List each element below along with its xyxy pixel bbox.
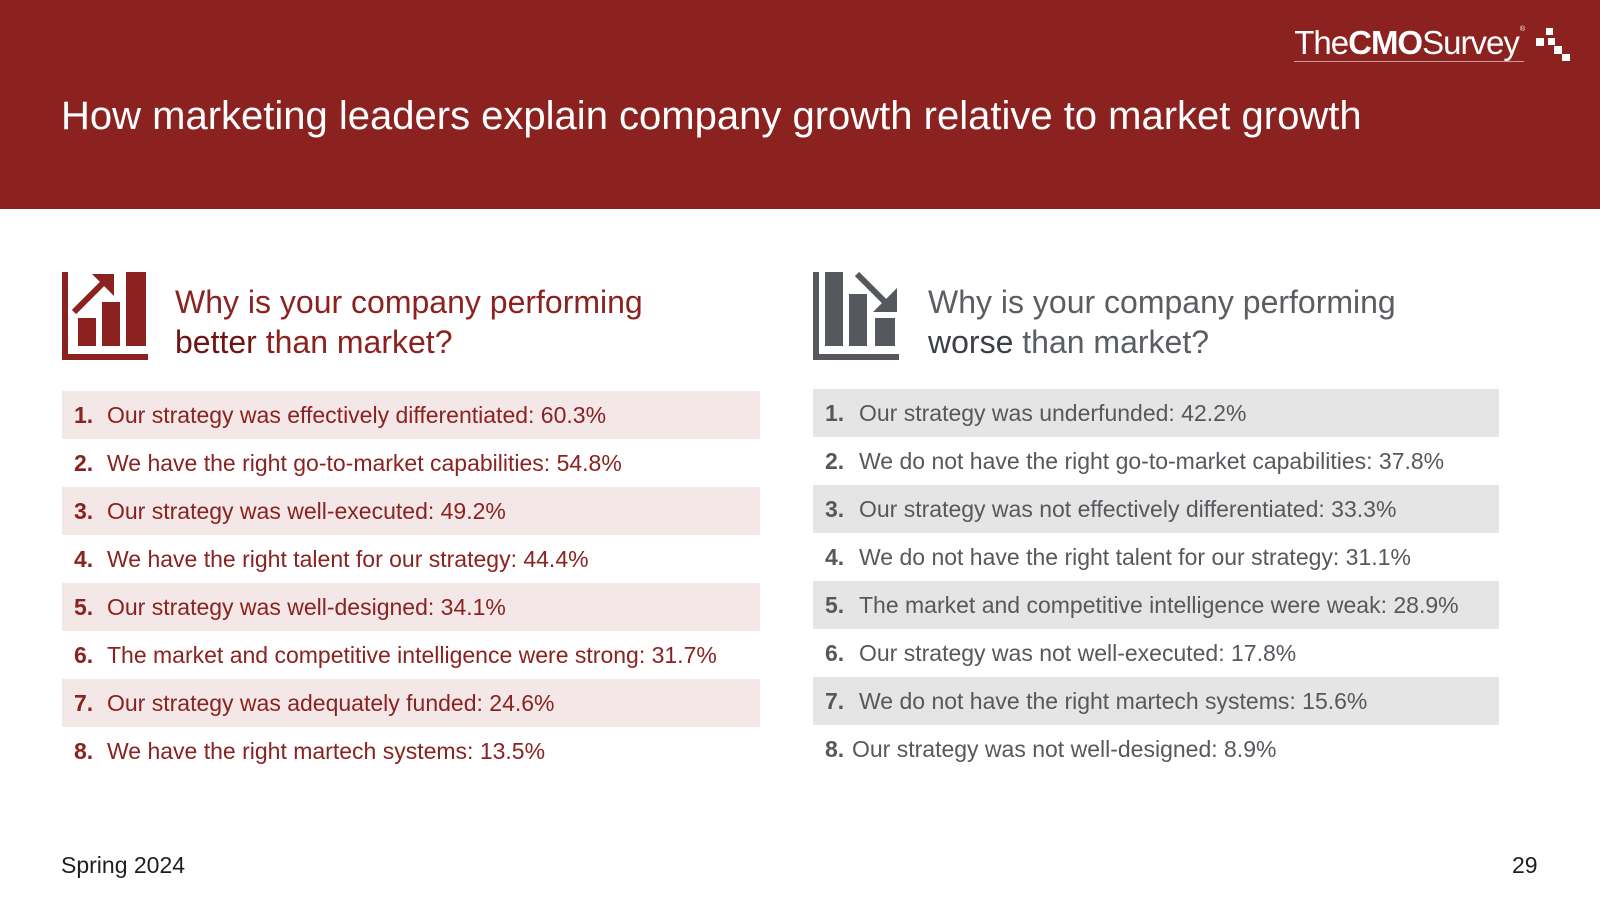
worse-question-line1: Why is your company performing <box>928 284 1396 320</box>
item-text: We do not have the right go-to-market ca… <box>859 447 1445 474</box>
item-number: 2. <box>825 447 845 474</box>
list-item: 3. Our strategy was not effectively diffe… <box>813 485 1499 533</box>
list-item: 2. We have the right go-to-market capabil… <box>62 439 760 487</box>
item-text: The market and competitive intelligence … <box>859 591 1459 618</box>
item-text: We do not have the right martech systems… <box>859 687 1368 714</box>
logo-cmo: CMO <box>1348 24 1423 61</box>
item-text: The market and competitive intelligence … <box>107 641 717 668</box>
item-text: Our strategy was not well-executed: 17.8… <box>859 639 1297 666</box>
item-text: We have the right talent for our strateg… <box>107 545 589 572</box>
worse-reasons-list: 1. Our strategy was underfunded: 42.2% 2.… <box>813 389 1499 773</box>
worse-panel-header: Why is your company performing worse tha… <box>813 272 1499 390</box>
better-than-market-panel: Why is your company performing better th… <box>62 272 760 764</box>
better-panel-header: Why is your company performing better th… <box>62 272 760 390</box>
bar-chart-decline-icon <box>813 272 899 360</box>
item-text: We have the right go-to-market capabilit… <box>107 449 622 476</box>
item-text: Our strategy was well-designed: 34.1% <box>107 593 506 620</box>
better-question: Why is your company performing better th… <box>175 282 643 362</box>
list-item: 5. Our strategy was well-designed: 34.1% <box>62 583 760 631</box>
list-item: 7. We do not have the right martech syste… <box>813 677 1499 725</box>
item-text: Our strategy was not effectively differe… <box>859 495 1397 522</box>
list-item: 4. We do not have the right talent for ou… <box>813 533 1499 581</box>
logo-the: The <box>1294 24 1349 61</box>
item-text: Our strategy was adequately funded: 24.6… <box>107 689 555 716</box>
worse-question-rest: than market? <box>1013 324 1210 360</box>
worse-than-market-panel: Why is your company performing worse tha… <box>813 272 1499 762</box>
item-number: 3. <box>74 497 94 524</box>
better-question-line1: Why is your company performing <box>175 284 643 320</box>
worse-emphasis: worse <box>928 324 1014 360</box>
item-number: 7. <box>74 689 94 716</box>
page-title: How marketing leaders explain company gr… <box>61 94 1362 138</box>
item-number: 1. <box>74 401 94 428</box>
logo-survey: Survey <box>1422 24 1520 61</box>
worse-question: Why is your company performing worse tha… <box>928 282 1396 362</box>
item-text: Our strategy was well-executed: 49.2% <box>107 497 506 524</box>
list-item: 1. Our strategy was underfunded: 42.2% <box>813 389 1499 437</box>
list-item: 4. We have the right talent for our strat… <box>62 535 760 583</box>
logo-squares-icon <box>1526 26 1570 66</box>
list-item: 2. We do not have the right go-to-market … <box>813 437 1499 485</box>
item-number: 3. <box>825 495 845 522</box>
list-item: 5. The market and competitive intelligenc… <box>813 581 1499 629</box>
better-emphasis: better <box>175 324 257 360</box>
header-banner: TheCMOSurvey® How marketing leaders expl… <box>0 0 1600 209</box>
item-number: 4. <box>825 543 845 570</box>
better-reasons-list: 1. Our strategy was effectively different… <box>62 391 760 775</box>
item-number: 6. <box>825 639 845 666</box>
list-item: 8. Our strategy was not well-designed: 8.… <box>813 725 1499 773</box>
list-item: 8. We have the right martech systems: 13.… <box>62 727 760 775</box>
item-number: 1. <box>825 399 845 426</box>
cmo-survey-logo: TheCMOSurvey® <box>1294 26 1570 66</box>
item-text: We have the right martech systems: 13.5% <box>107 737 546 764</box>
item-number: 2. <box>74 449 94 476</box>
list-item: 7. Our strategy was adequately funded: 24… <box>62 679 760 727</box>
item-text: Our strategy was underfunded: 42.2% <box>859 399 1247 426</box>
item-number: 7. <box>825 687 845 714</box>
list-item: 6. Our strategy was not well-executed: 17… <box>813 629 1499 677</box>
page-number: 29 <box>1512 852 1538 878</box>
item-number: 4. <box>74 545 94 572</box>
logo-registered: ® <box>1519 26 1525 33</box>
item-text: Our strategy was effectively differentia… <box>107 401 607 428</box>
item-text: Our strategy was not well-designed: 8.9% <box>852 735 1277 762</box>
logo-wordmark: TheCMOSurvey® <box>1294 24 1525 62</box>
better-question-rest: than market? <box>256 324 453 360</box>
item-number: 8. <box>825 735 845 762</box>
item-number: 6. <box>74 641 94 668</box>
item-number: 8. <box>74 737 94 764</box>
item-number: 5. <box>74 593 94 620</box>
item-text: We do not have the right talent for our … <box>859 543 1411 570</box>
list-item: 6. The market and competitive intelligenc… <box>62 631 760 679</box>
list-item: 3. Our strategy was well-executed: 49.2% <box>62 487 760 535</box>
item-number: 5. <box>825 591 845 618</box>
list-item: 1. Our strategy was effectively different… <box>62 391 760 439</box>
bar-chart-growth-icon <box>62 272 148 360</box>
edition-label: Spring 2024 <box>61 852 186 878</box>
